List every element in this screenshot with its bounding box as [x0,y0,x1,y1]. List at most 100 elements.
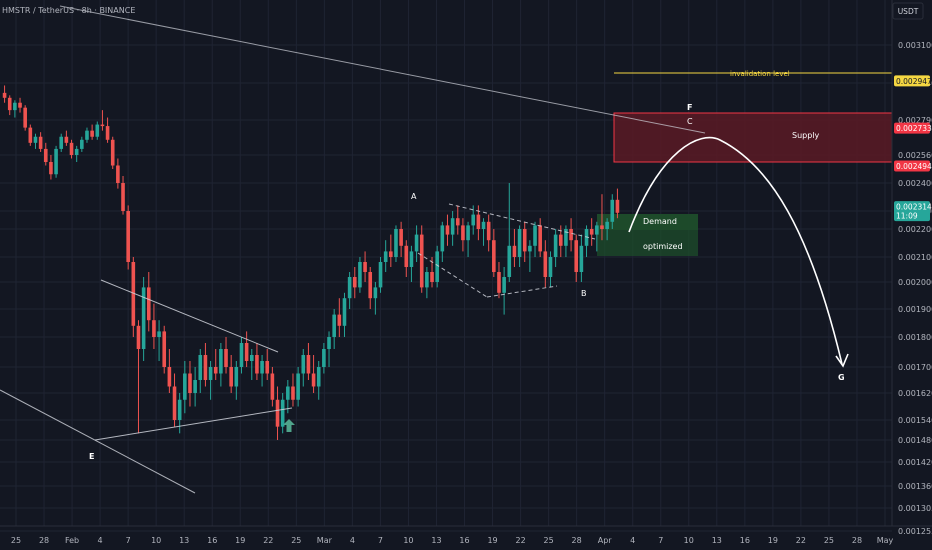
candle-body [399,229,403,246]
candle [574,234,579,282]
candle-body [610,199,615,222]
demand-zone[interactable] [597,214,698,230]
candle-body [152,320,156,337]
candles [2,85,620,440]
candle-body [492,240,496,272]
symbol-title[interactable]: HMSTR / TetherUS · 8h · BINANCE [2,6,136,15]
candle-body [358,262,362,288]
candle [605,218,609,241]
candle [440,221,445,262]
candle-body [193,380,197,393]
candle [327,331,331,367]
candle-body [528,245,532,252]
candle-body [481,221,486,229]
supply-zone[interactable] [613,112,893,163]
candle [146,272,151,332]
candle-body [286,386,290,400]
candle-body [435,251,439,282]
candle [322,343,326,374]
candle-body [368,272,373,299]
candle-body [244,343,249,361]
triangle-upper-line[interactable] [100,279,279,353]
candle [275,386,280,440]
candle-body [74,148,79,155]
descending-trendline[interactable] [59,5,706,134]
zones [597,112,893,256]
candle-body [249,355,254,361]
projection-arrow-path[interactable] [628,136,843,365]
candle [280,393,285,434]
candle-body [270,373,275,400]
candle [43,142,48,166]
price-tag-label: 0.002947 [896,77,932,86]
candle-body [260,361,264,374]
time-tick-label: 22 [263,536,273,545]
candle-body [296,373,300,400]
time-tick-label: 7 [378,536,383,545]
time-tick-label: Mar [317,536,333,545]
candle-body [363,262,367,272]
candle [414,225,419,262]
time-tick-label: 7 [658,536,663,545]
candle [373,282,378,315]
candle-body [332,314,336,337]
candle [419,225,424,293]
candle-body [486,221,491,241]
price-tag-bg [894,160,930,172]
price-tag-label: 0.002733 [896,124,932,133]
candle [595,221,599,252]
candle-body [7,97,12,111]
candle [543,240,548,288]
candle [296,367,300,407]
candle-body [404,245,409,267]
diamond-bottom-line[interactable] [486,285,558,298]
optimized-zone[interactable] [597,230,698,256]
candle [239,337,244,374]
candle [352,267,357,299]
candle-body [275,399,280,427]
candle [291,373,295,407]
candle-body [121,183,125,211]
candle [229,355,233,393]
candle-body [131,262,136,326]
candle [548,251,553,288]
diamond-upper-left-line[interactable] [448,203,596,240]
time-tick-label: 25 [11,536,21,545]
time-tick-label: 10 [403,536,413,545]
candle [90,124,94,140]
candle-body [533,225,537,246]
candle-body [476,214,481,229]
candle [502,267,506,315]
candle [466,221,470,257]
time-tick-label: 4 [630,536,635,545]
time-tick-label: 4 [98,536,103,545]
candle [378,257,383,293]
lower-channel-line[interactable] [0,389,196,494]
candle [517,225,522,267]
currency-button[interactable]: USDT [892,2,924,20]
candle-body [450,218,455,235]
candle [105,117,110,143]
candle [260,355,264,387]
triangle-lower-line[interactable] [94,407,293,441]
candle [399,221,403,257]
candle [564,225,568,257]
candle [23,105,27,131]
candle [203,343,208,387]
price-tag-bg [894,201,930,222]
candle [141,277,146,361]
candle [188,361,192,407]
time-axis[interactable]: 25 28 Feb 4 7 10 13 16 19 22 25 Mar 4 7 10 13 16 19 22 25 28… [0,525,932,545]
candle [157,320,161,361]
candle-body [95,124,100,137]
candle-body [517,229,522,257]
candle-body [538,225,542,252]
candle-body [208,367,213,380]
time-tick-label: 25 [291,536,301,545]
